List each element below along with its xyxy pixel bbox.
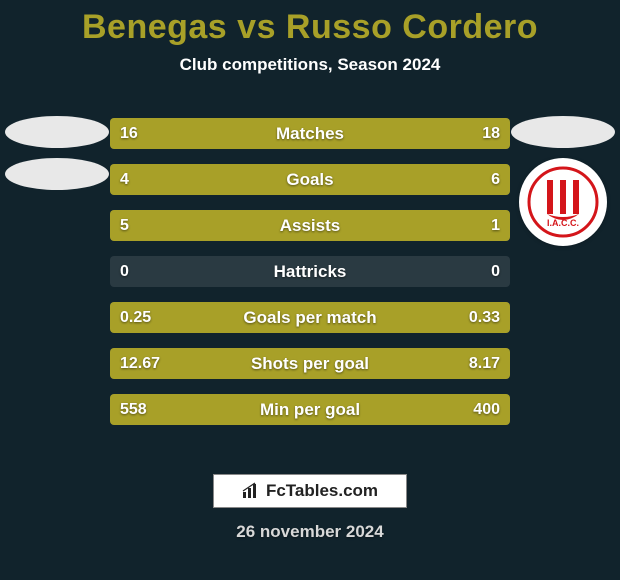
stat-label: Matches [110,118,510,149]
stat-value-right: 0 [491,256,500,287]
stat-value-left: 12.67 [120,348,160,379]
stat-value-right: 18 [482,118,500,149]
stat-label: Min per goal [110,394,510,425]
stat-row: Hattricks0 0 [110,256,510,287]
club-right-badge: I.A.C.C. [519,158,607,246]
stat-row: Goals per match0.25 0.33 [110,302,510,333]
player-left-photo-placeholder [5,116,109,148]
stat-value-right: 1 [491,210,500,241]
club-left-logo-placeholder [5,158,109,190]
page-title: Benegas vs Russo Cordero [0,8,620,47]
stat-row: Matches16 18 [110,118,510,149]
stat-row: Shots per goal12.67 8.17 [110,348,510,379]
stat-row: Min per goal558 400 [110,394,510,425]
stats-container: Matches16 18 Goals4 6 Assists5 1 Hattricks0 0 Go… [110,118,510,425]
stat-label: Shots per goal [110,348,510,379]
right-player-avatars: I.A.C.C. [508,116,618,246]
stat-value-right: 400 [473,394,500,425]
stat-row: Assists5 1 [110,210,510,241]
stat-value-left: 558 [120,394,147,425]
club-right-badge-icon: I.A.C.C. [527,166,599,238]
stat-value-left: 0 [120,256,129,287]
content: Benegas vs Russo Cordero Club competitio… [0,0,620,580]
stat-label: Hattricks [110,256,510,287]
stat-row: Goals4 6 [110,164,510,195]
stat-label: Assists [110,210,510,241]
stat-value-right: 0.33 [469,302,500,333]
stat-value-left: 16 [120,118,138,149]
stat-value-right: 6 [491,164,500,195]
stat-value-left: 0.25 [120,302,151,333]
stat-value-left: 4 [120,164,129,195]
date-text: 26 november 2024 [236,522,383,542]
stat-label: Goals per match [110,302,510,333]
stat-value-left: 5 [120,210,129,241]
chart-icon [242,482,260,500]
fctables-logo: FcTables.com [213,474,407,508]
player-right-photo-placeholder [511,116,615,148]
stat-label: Goals [110,164,510,195]
left-player-avatars [2,116,112,190]
stat-value-right: 8.17 [469,348,500,379]
fctables-logo-text: FcTables.com [266,481,378,501]
subtitle: Club competitions, Season 2024 [0,55,620,75]
footer: FcTables.com 26 november 2024 [0,474,620,542]
svg-text:I.A.C.C.: I.A.C.C. [547,218,579,228]
